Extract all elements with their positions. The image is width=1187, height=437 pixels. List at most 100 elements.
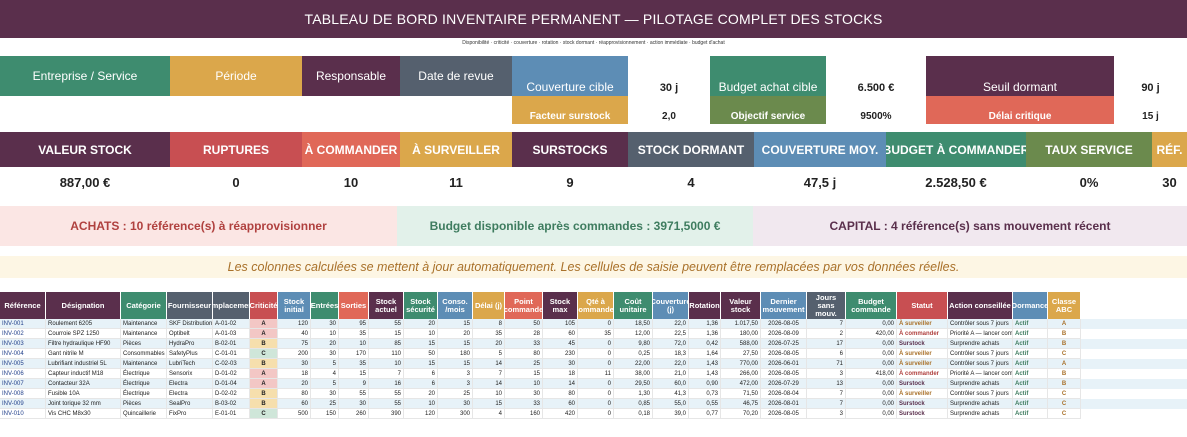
table-cell[interactable]: 0,73	[689, 389, 721, 399]
column-header[interactable]: Catégorie	[121, 292, 167, 319]
table-cell[interactable]: Surprendre achats	[948, 409, 1013, 419]
table-cell[interactable]: 38,00	[614, 369, 653, 379]
column-header[interactable]: Qté à commander	[578, 292, 614, 319]
column-header[interactable]: Fournisseur	[167, 292, 213, 319]
table-cell[interactable]: 55	[369, 399, 404, 409]
table-cell[interactable]: 15	[438, 339, 473, 349]
table-cell[interactable]: 55	[339, 389, 369, 399]
table-cell[interactable]: Lubrifiant industriel 5L	[46, 359, 121, 369]
table-cell[interactable]: C	[250, 409, 278, 419]
table-cell[interactable]: 0,00	[846, 339, 897, 349]
table-cell[interactable]: 2026-08-01	[761, 399, 807, 409]
table-cell[interactable]: 0,00	[846, 379, 897, 389]
table-cell[interactable]: Actif	[1013, 319, 1048, 329]
table-cell[interactable]: INV-010	[0, 409, 46, 419]
table-cell[interactable]: A	[250, 319, 278, 329]
table-cell[interactable]: 160	[505, 409, 543, 419]
table-cell[interactable]: 2026-08-09	[761, 329, 807, 339]
table-cell[interactable]: 0	[578, 379, 614, 389]
table-cell[interactable]: À surveiller	[897, 319, 948, 329]
table-cell[interactable]: 1,43	[689, 369, 721, 379]
table-cell[interactable]: 12,00	[614, 329, 653, 339]
table-cell[interactable]: 1,36	[689, 329, 721, 339]
table-cell[interactable]: 0	[578, 339, 614, 349]
column-header[interactable]: Statut	[897, 292, 948, 319]
table-cell[interactable]: 500	[278, 409, 311, 419]
table-cell[interactable]: 1,36	[689, 319, 721, 329]
column-header[interactable]: Criticité	[250, 292, 278, 319]
table-cell[interactable]: Surstock	[897, 339, 948, 349]
table-cell[interactable]: 0,00	[846, 319, 897, 329]
table-cell[interactable]: 22,0	[653, 359, 689, 369]
table-cell[interactable]: 4	[473, 409, 505, 419]
table-cell[interactable]: Pièces	[121, 339, 167, 349]
table-row[interactable]: INV-004 Gant nitrile M Consommables SafetyP…	[0, 349, 1187, 359]
table-cell[interactable]: B-02-01	[213, 339, 250, 349]
table-cell[interactable]: INV-009	[0, 399, 46, 409]
table-cell[interactable]: Actif	[1013, 369, 1048, 379]
table-cell[interactable]: 60,0	[653, 379, 689, 389]
table-cell[interactable]: 30	[311, 319, 339, 329]
table-cell[interactable]: Courroie SPZ 1250	[46, 329, 121, 339]
table-cell[interactable]: 20	[473, 339, 505, 349]
table-cell[interactable]: 390	[369, 409, 404, 419]
column-header[interactable]: Emplacement	[213, 292, 250, 319]
table-cell[interactable]: 35	[578, 329, 614, 339]
table-cell[interactable]: Actif	[1013, 399, 1048, 409]
table-cell[interactable]: Electra	[167, 379, 213, 389]
table-cell[interactable]: 3	[438, 369, 473, 379]
table-cell[interactable]: C	[1048, 399, 1081, 409]
table-cell[interactable]: 230	[543, 349, 578, 359]
table-cell[interactable]: Vis CHC M8x30	[46, 409, 121, 419]
table-cell[interactable]: 0,55	[689, 399, 721, 409]
table-cell[interactable]: 30	[543, 359, 578, 369]
table-cell[interactable]: 80	[278, 389, 311, 399]
column-header[interactable]: Stock sécurité	[404, 292, 438, 319]
table-cell[interactable]: 15	[404, 339, 438, 349]
table-cell[interactable]: 0,00	[846, 409, 897, 419]
table-cell[interactable]: 18	[543, 369, 578, 379]
table-cell[interactable]: B-03-02	[213, 399, 250, 409]
table-cell[interactable]: SafetyPlus	[167, 349, 213, 359]
table-cell[interactable]: B	[250, 359, 278, 369]
table-cell[interactable]: Optibelt	[167, 329, 213, 339]
table-cell[interactable]: B	[250, 389, 278, 399]
table-cell[interactable]: 3	[807, 369, 846, 379]
table-cell[interactable]: 266,00	[721, 369, 761, 379]
table-cell[interactable]: 27,50	[721, 349, 761, 359]
table-cell[interactable]: 8	[473, 319, 505, 329]
table-cell[interactable]: 55	[369, 319, 404, 329]
table-cell[interactable]: A	[1048, 359, 1081, 369]
table-cell[interactable]: C	[1048, 389, 1081, 399]
table-row[interactable]: INV-002 Courroie SPZ 1250 Maintenance Optib…	[0, 329, 1187, 339]
table-cell[interactable]: 39,0	[653, 409, 689, 419]
table-cell[interactable]: 20	[438, 329, 473, 339]
table-cell[interactable]: B	[250, 399, 278, 409]
table-cell[interactable]: Actif	[1013, 379, 1048, 389]
table-cell[interactable]: 15	[404, 359, 438, 369]
table-cell[interactable]: Actif	[1013, 409, 1048, 419]
table-cell[interactable]: 20	[278, 379, 311, 389]
column-header[interactable]: Référence	[0, 292, 46, 319]
table-cell[interactable]: Capteur inductif M18	[46, 369, 121, 379]
table-cell[interactable]: 22,5	[653, 329, 689, 339]
table-cell[interactable]: 41,3	[653, 389, 689, 399]
table-cell[interactable]: 15	[438, 359, 473, 369]
facteur-surstock-value[interactable]: 2,0	[662, 111, 676, 122]
table-cell[interactable]: 7	[473, 369, 505, 379]
column-header[interactable]: Point commande	[505, 292, 543, 319]
table-cell[interactable]: Actif	[1013, 349, 1048, 359]
table-row[interactable]: INV-001 Roulement 6205 Maintenance SKF Dist…	[0, 319, 1187, 329]
table-cell[interactable]: Fusible 10A	[46, 389, 121, 399]
table-cell[interactable]: 15	[369, 329, 404, 339]
table-cell[interactable]: 0	[578, 359, 614, 369]
table-cell[interactable]: 3	[438, 379, 473, 389]
table-cell[interactable]: 25	[438, 389, 473, 399]
table-cell[interactable]: 588,00	[721, 339, 761, 349]
column-header[interactable]: Délai (j)	[473, 292, 505, 319]
table-cell[interactable]: 30	[505, 389, 543, 399]
table-cell[interactable]: 40	[278, 329, 311, 339]
table-cell[interactable]: 1,64	[689, 349, 721, 359]
delai-critique-value[interactable]: 15 j	[1142, 111, 1159, 122]
table-cell[interactable]: 6	[404, 379, 438, 389]
